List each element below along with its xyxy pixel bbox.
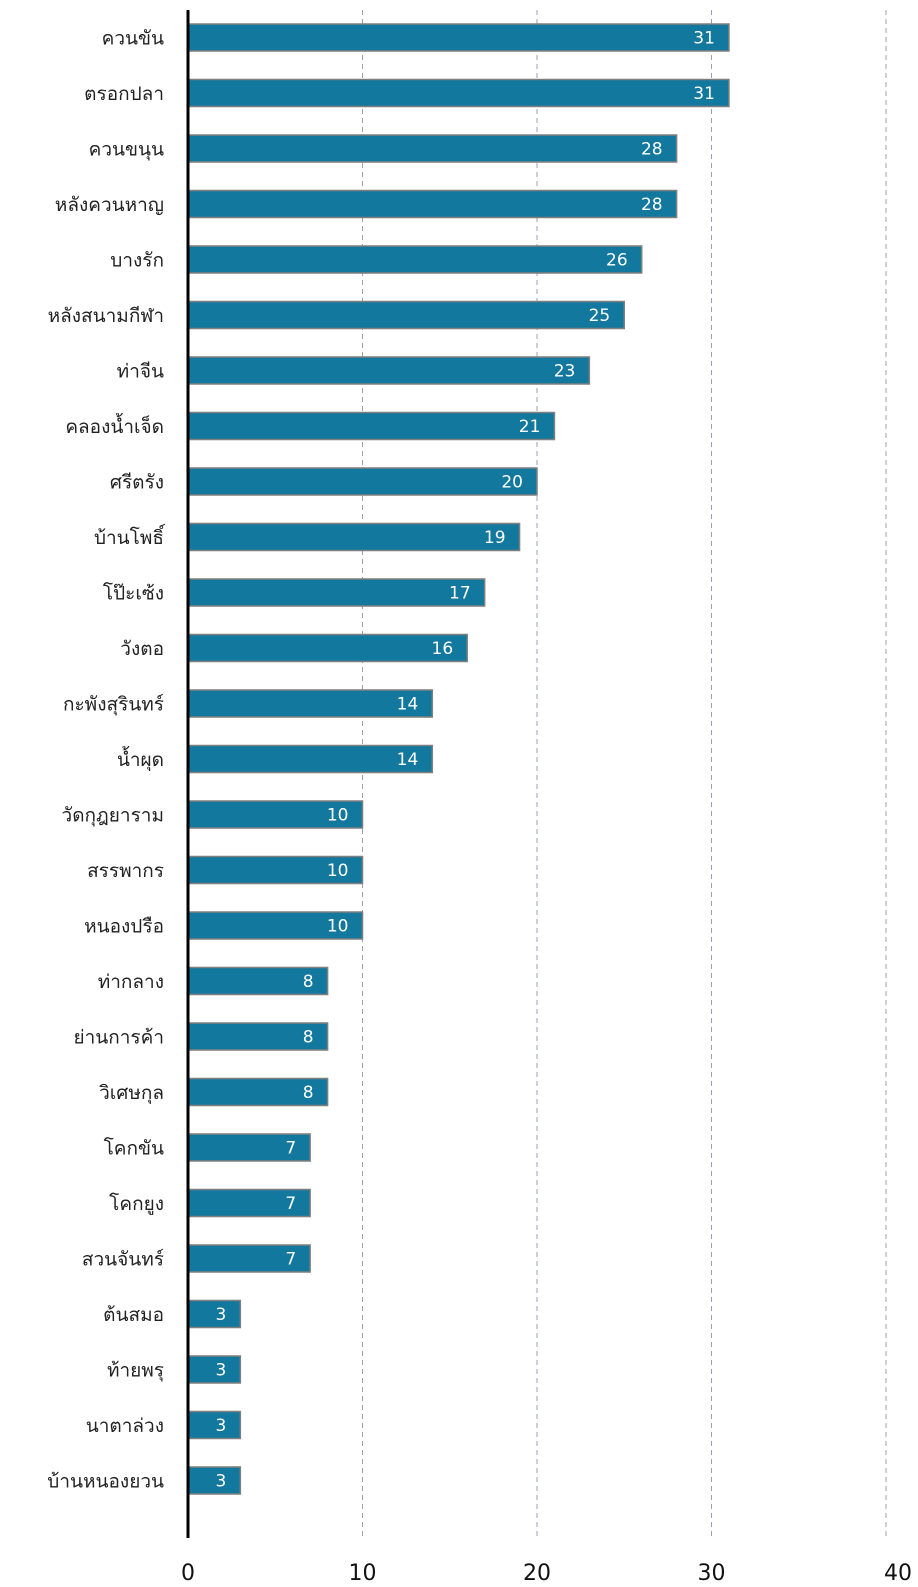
category-label-13: กะพังสุรินทร์: [63, 694, 164, 717]
x-tick-label-20: 20: [523, 1561, 551, 1586]
category-label-17: หนองปรือ: [84, 916, 164, 938]
gridlines: [362, 10, 887, 1538]
bar-4: [187, 189, 678, 219]
category-label-6: หลังสนามกีฬา: [48, 305, 164, 327]
x-tick-label-0: 0: [181, 1561, 195, 1586]
category-label-25: ท้ายพรุ: [107, 1360, 164, 1383]
category-label-8: คลองน้ำเจ็ด: [65, 413, 164, 438]
data-label-16: 10: [327, 861, 349, 881]
data-label-27: 3: [216, 1472, 227, 1492]
category-label-10: บ้านโพธิ์: [94, 523, 166, 549]
data-label-5: 26: [606, 251, 628, 271]
data-label-15: 10: [327, 806, 349, 826]
data-label-9: 20: [501, 473, 523, 493]
bar-9: [187, 467, 538, 496]
bar-3: [187, 134, 678, 163]
data-label-1: 31: [693, 29, 715, 49]
x-tick-label-40: 40: [884, 1561, 912, 1586]
bar-6: [187, 300, 625, 330]
x-tick-label-10: 10: [349, 1561, 377, 1586]
data-label-20: 8: [303, 1083, 314, 1103]
data-label-11: 17: [449, 584, 471, 604]
data-label-17: 10: [327, 917, 349, 937]
data-label-8: 21: [519, 417, 541, 437]
category-label-16: สรรพากร: [87, 860, 164, 882]
bar-14: [187, 744, 434, 774]
category-label-9: ศรีตรัง: [110, 472, 164, 494]
data-label-21: 7: [285, 1139, 296, 1159]
bar-20: [187, 1077, 329, 1107]
category-label-19: ย่านการค้า: [73, 1027, 164, 1049]
data-label-3: 28: [641, 140, 663, 160]
data-label-14: 14: [397, 750, 419, 770]
bar-13: [187, 689, 434, 718]
category-label-11: โป๊ะเซ้ง: [103, 582, 164, 605]
bar-15: [187, 800, 364, 829]
bar-17: [187, 911, 364, 940]
category-label-14: น้ำผุด: [117, 746, 164, 772]
data-label-12: 16: [432, 639, 454, 659]
category-label-2: ตรอกปลา: [84, 83, 164, 105]
category-label-24: ต้นสมอ: [103, 1304, 164, 1326]
category-label-1: ควนขัน: [102, 28, 164, 50]
bar-8: [187, 411, 556, 441]
bar-2: [187, 78, 730, 108]
category-label-18: ท่ากลาง: [98, 971, 164, 993]
bar-21: [187, 1133, 311, 1162]
bar-5: [187, 245, 643, 274]
data-label-4: 28: [641, 195, 663, 215]
category-label-15: วัดกุฎยาราม: [62, 805, 164, 828]
data-label-26: 3: [216, 1416, 227, 1436]
bar-11: [187, 578, 486, 607]
category-label-3: ควนขนุน: [89, 139, 164, 162]
category-label-21: โคกขัน: [104, 1137, 164, 1160]
category-label-5: บางรัก: [110, 250, 164, 272]
category-label-4: หลังควนหาญ: [55, 194, 164, 216]
data-label-22: 7: [285, 1194, 296, 1214]
bar-26: [187, 1410, 242, 1440]
category-label-26: นาตาล่วง: [86, 1415, 164, 1437]
bars: 31 31 28 28 26 25 23 21 20 19 17 16 14 14 10 10 10 8 8 8 7 7 7…: [187, 23, 730, 1495]
category-label-23: สวนจันทร์: [82, 1249, 164, 1271]
data-label-7: 23: [554, 362, 576, 382]
x-tick-labels: 0 10 20 30 40: [181, 1561, 912, 1586]
data-label-2: 31: [693, 84, 715, 104]
bar-12: [187, 633, 468, 663]
bar-10: [187, 522, 521, 552]
category-labels: ควนขันตรอกปลาควนขนุนหลังควนหาญบางรักหลัง…: [47, 28, 166, 1493]
category-label-22: โคกยูง: [109, 1192, 164, 1215]
data-label-6: 25: [589, 306, 611, 326]
bar-1: [187, 23, 730, 52]
bar-23: [187, 1244, 311, 1273]
data-label-19: 8: [303, 1028, 314, 1048]
category-label-7: ท่าจีน: [117, 361, 164, 383]
data-label-23: 7: [285, 1250, 296, 1270]
category-label-12: วังตอ: [120, 638, 164, 660]
data-label-18: 8: [303, 972, 314, 992]
bar-24: [187, 1299, 242, 1329]
bar-27: [187, 1466, 242, 1495]
category-label-27: บ้านหนองยวน: [47, 1471, 164, 1493]
x-tick-label-30: 30: [698, 1561, 726, 1586]
bar-7: [187, 356, 591, 385]
data-label-25: 3: [216, 1361, 227, 1381]
bar-22: [187, 1188, 311, 1218]
bar-18: [187, 966, 329, 996]
category-label-20: วิเศษกุล: [99, 1082, 164, 1105]
data-label-13: 14: [397, 695, 419, 715]
data-label-24: 3: [216, 1305, 227, 1325]
bar-25: [187, 1355, 242, 1384]
data-label-10: 19: [484, 528, 506, 548]
